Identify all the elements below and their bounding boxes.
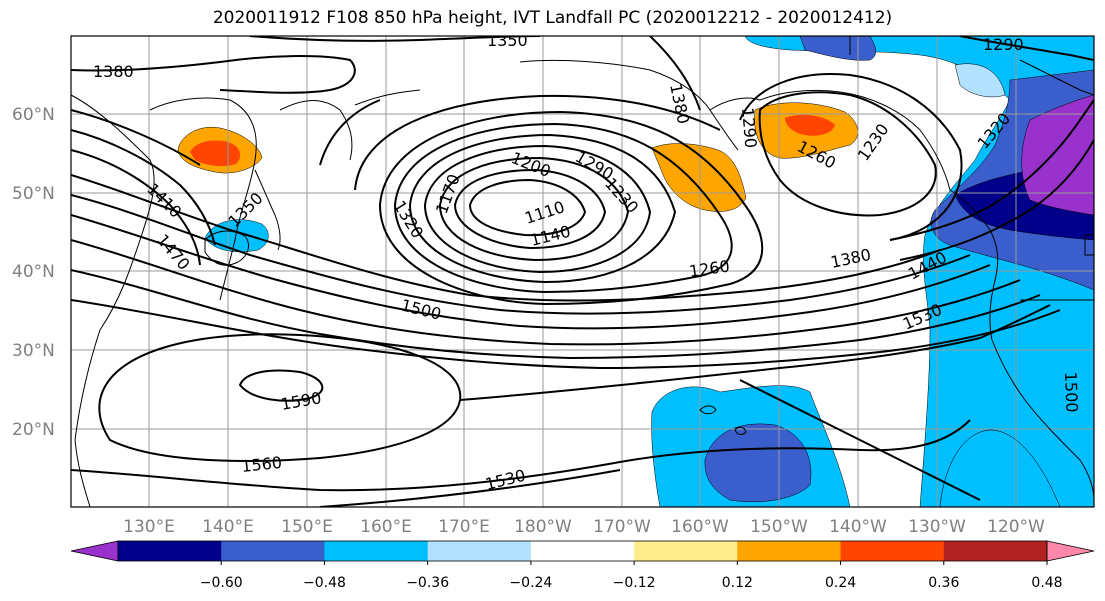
contour-lower-6 [71,299,1061,370]
colorbar-tick-label: 0.36 [928,575,959,591]
contour-west-2 [71,149,201,266]
contour-1290 [378,110,764,306]
colorbar-tick-label: 0.24 [825,575,856,591]
lon-label: 150°E [281,517,333,537]
contour-label: 1500 [1061,371,1081,412]
weak-negative-coast [954,63,1006,98]
contour-1290-nz [71,109,201,166]
contour-lower-1 [71,174,941,302]
contour-label: 1290 [738,107,760,149]
colorbar-tick-label: −0.12 [613,575,656,591]
coastlines [71,36,1094,507]
lon-label: 170°W [593,517,651,537]
contour-1290-ne [959,36,1094,61]
lon-label: 160°W [671,517,729,537]
colorbar-segment [530,541,635,561]
colorbar-segment [427,541,532,561]
colorbar-tick-label: −0.36 [406,575,449,591]
contour-lower-3 [71,214,991,330]
contour-south-east [739,379,981,501]
height-contours [71,36,1094,507]
colorbar-min-extension [70,540,119,562]
lon-labels: 130°E 140°E 150°E 160°E 170°E 180°W 170°… [123,517,1045,537]
colorbar-segment [221,541,325,561]
colorbar-tick-label: −0.24 [509,575,552,591]
moderate-negative-subtropics [704,423,812,503]
lon-label: 140°E [202,517,254,537]
contour-1380-alaska [649,36,701,111]
lon-label: 130°E [123,517,175,537]
contour-1320 [354,94,721,191]
map-panel: 1380 1350 1290 1410 1470 1350 1320 1170 … [71,31,1094,507]
contour-1590 [238,369,324,402]
contour-1230 [408,133,677,284]
lon-label: 150°W [750,517,808,537]
contour-coast-2 [899,139,1094,261]
contour-alaska-low [758,91,937,217]
lat-labels: 60°N 50°N 40°N 30°N 20°N [12,105,55,440]
contour-1170 [438,156,630,262]
colorbar-segment [840,541,945,561]
lon-label: 140°W [829,517,887,537]
strong-positive-alaska [785,114,835,136]
colorbar-segment [118,541,222,561]
colorbar: −0.60 −0.48 −0.36 −0.24 −0.12 0.12 0.24 0.36 0.4… [70,540,1095,591]
contour-1380-nw [71,55,356,94]
colorbar-tick-label: −0.60 [200,575,243,591]
colorbar-segment [634,541,738,561]
contour-1200 [423,144,652,274]
colorbar-max-extension [1046,540,1095,562]
contour-label: 1290 [983,35,1024,54]
contour-coast-1 [889,99,1094,241]
contour-label: 1560 [240,453,282,476]
contour-alaska-low-outer [739,73,963,241]
lat-label: 20°N [12,420,55,440]
contour-1350-top [249,36,541,42]
moderate-negative-northeast [799,36,876,61]
negative-anomaly-southeast [939,429,1061,507]
lat-label: 50°N [12,184,55,204]
contour-lower-4 [71,239,1021,346]
contour-1140 [453,168,607,250]
lon-label: 180°W [514,517,572,537]
map-title: 2020011912 F108 850 hPa height, IVT Land… [212,8,893,28]
lat-label: 40°N [12,262,55,282]
lat-label: 60°N [12,105,55,125]
lon-label: 120°W [987,517,1045,537]
positive-anomaly-gulf [651,143,747,212]
lon-label: 170°E [438,517,490,537]
contour-lower-5 [71,269,1041,360]
map-frame [70,35,1095,508]
contour-1560 [98,333,462,462]
colorbar-segment [943,541,1048,561]
colorbar-tick-label: 0.48 [1031,575,1062,591]
contour-label: 1380 [93,62,134,81]
contour-west-1 [71,129,216,246]
colorbar-segment [737,541,842,561]
contour-1530 [71,419,971,492]
gridlines [71,36,1094,507]
lat-label: 30°N [12,341,55,361]
colorbar-tick-label: 0.12 [722,575,753,591]
contour-1530-south [319,469,621,507]
contour-lower-2 [71,194,971,315]
contour-lower-7 [459,304,1051,401]
lon-label: 160°E [360,517,412,537]
contour-1320-west [319,99,381,166]
colorbar-tick-label: −0.48 [303,575,346,591]
contour-1110 [468,178,587,237]
contour-1260 [393,122,733,294]
contour-label: 1350 [487,31,528,50]
colorbar-segment [324,541,429,561]
lon-label: 130°W [908,517,966,537]
